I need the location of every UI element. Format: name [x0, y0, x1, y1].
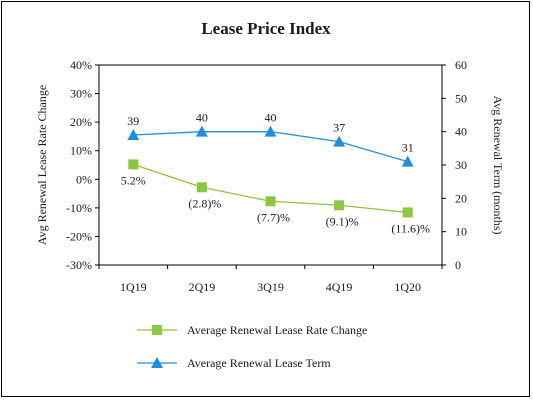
right-tick-label: 40 [455, 125, 467, 139]
lease-term-marker [333, 135, 346, 147]
left-tick-label: 30% [70, 87, 92, 101]
rate-change-marker [402, 207, 413, 218]
left-tick-label: 40% [70, 58, 92, 72]
left-tick-label: -10% [66, 201, 92, 215]
rate-change-marker [196, 182, 207, 193]
right-tick-label: 30 [455, 158, 467, 172]
left-tick-label: -30% [66, 258, 92, 272]
lease-term-data-label: 37 [333, 121, 345, 135]
left-tick-label: 0% [76, 172, 92, 186]
left-tick-label: 10% [70, 144, 92, 158]
right-tick-label: 20 [455, 191, 467, 205]
lease-term-marker [195, 125, 208, 137]
rate-change-marker [265, 196, 276, 207]
right-axis-label: Avg Renewal Term (months) [491, 95, 505, 234]
legend-square-marker [152, 325, 162, 335]
rate-change-data-label: 5.2% [121, 173, 146, 187]
right-tick-label: 10 [455, 225, 467, 239]
lease-term-marker [401, 155, 414, 167]
rate-change-marker [334, 200, 345, 211]
x-tick-label: 2Q19 [189, 280, 216, 294]
rate-change-data-label: (7.7)% [257, 210, 290, 224]
lease-term-data-label: 31 [402, 141, 414, 155]
x-tick-label: 1Q19 [120, 280, 147, 294]
left-tick-label: 20% [70, 115, 92, 129]
legend-triangle-marker [151, 357, 163, 368]
rate-change-marker [128, 159, 139, 170]
lease-term-marker [264, 125, 277, 137]
lease-term-data-label: 39 [127, 114, 139, 128]
legend-label: Average Renewal Lease Rate Change [187, 323, 367, 337]
chart-title: Lease Price Index [201, 19, 331, 38]
right-tick-label: 60 [455, 58, 467, 72]
rate-change-data-label: (9.1)% [326, 214, 359, 228]
rate-change-data-label: (2.8)% [188, 196, 221, 210]
lease-term-data-label: 40 [196, 111, 208, 125]
rate-change-data-label: (11.6)% [391, 221, 430, 235]
right-tick-label: 0 [455, 258, 461, 272]
left-axis-label: Avg Renewal Lease Rate Change [35, 85, 49, 245]
lease-term-marker [127, 129, 140, 140]
x-tick-label: 4Q19 [326, 280, 353, 294]
legend-label: Average Renewal Lease Term [187, 356, 331, 370]
lease-term-data-label: 40 [265, 111, 277, 125]
x-tick-label: 1Q20 [394, 280, 421, 294]
right-tick-label: 50 [455, 91, 467, 105]
left-tick-label: -20% [66, 229, 92, 243]
x-tick-label: 3Q19 [257, 280, 284, 294]
